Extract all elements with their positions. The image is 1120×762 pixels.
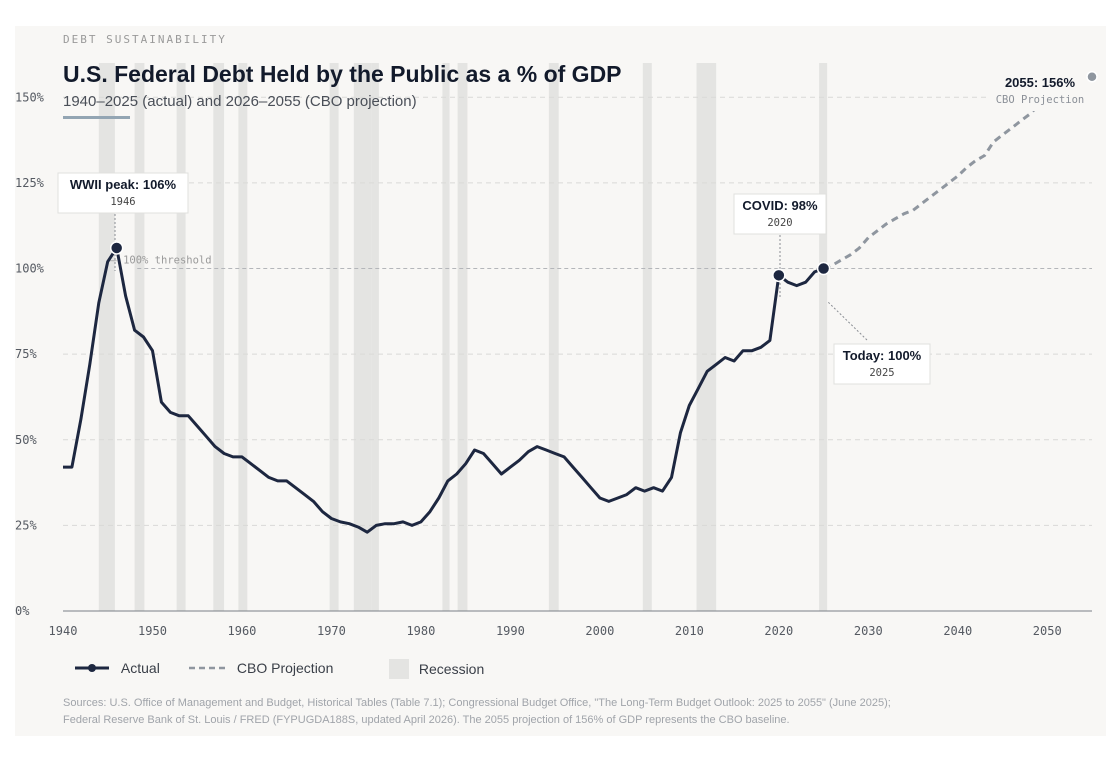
x-tick-label: 2030 <box>854 624 883 638</box>
x-tick-label: 2020 <box>764 624 793 638</box>
y-tick-label: 150% <box>15 90 45 104</box>
threshold-label: — 100% threshold <box>110 255 211 267</box>
recession-band <box>98 63 115 611</box>
recession-band <box>329 63 339 611</box>
recession-band <box>134 63 145 611</box>
series-line-actual <box>63 246 825 534</box>
y-tick-label: 125% <box>15 176 45 190</box>
kicker-label: DEBT SUSTAINABILITY <box>63 33 227 46</box>
annotation-point <box>816 261 831 276</box>
annotation-label: Today: 100% <box>843 348 922 363</box>
annotation-label: 2055: 156% <box>1005 75 1076 90</box>
chart-title: U.S. Federal Debt Held by the Public as … <box>63 61 622 87</box>
annotation-sublabel: 2025 <box>869 367 894 379</box>
debt-chart: 0% 25% 50% 75% 100% 125% 150% — 100% threshold 1… <box>15 63 1098 638</box>
legend-projection-swatch <box>189 667 227 670</box>
chart-subtitle: 1940–2025 (actual) and 2026–2055 (CBO pr… <box>63 93 417 110</box>
y-tick-label: 50% <box>15 433 37 447</box>
annotation-callout: WWII peak: 106% 1946 <box>57 172 189 271</box>
x-tick-label: 2010 <box>675 624 704 638</box>
x-tick-label: 2000 <box>585 624 614 638</box>
recession-band <box>442 63 450 611</box>
recession-band <box>819 63 828 611</box>
x-tick-label: 1940 <box>49 624 78 638</box>
y-tick-label: 75% <box>15 347 37 361</box>
legend-item-actual: Actual <box>73 659 160 676</box>
legend-item-recession: Recession <box>389 659 484 679</box>
recession-band <box>238 63 248 611</box>
annotation-label: COVID: 98% <box>742 198 818 213</box>
recession-band <box>457 63 468 611</box>
annotation-callout: Today: 100% 2025 <box>816 261 931 385</box>
legend-label-projection: CBO Projection <box>236 660 334 677</box>
annotation-point <box>772 268 786 283</box>
chart-card: 0% 25% 50% 75% 100% 125% 150% — 100% threshold 1… <box>15 26 1106 736</box>
x-tick-label: 1980 <box>406 624 435 638</box>
recession-band <box>696 63 717 611</box>
sources-line-1: Sources: U.S. Office of Management and B… <box>63 697 891 709</box>
annotation-sublabel: CBO Projection <box>996 94 1085 106</box>
legend-recession-swatch <box>389 659 409 679</box>
annotation-leader <box>826 300 868 341</box>
x-tick-label: 1950 <box>138 624 167 638</box>
recession-band <box>548 63 559 611</box>
x-tick-label: 1960 <box>228 624 257 638</box>
annotation-label: WWII peak: 106% <box>70 177 177 192</box>
x-tick-label: 2040 <box>943 624 972 638</box>
annotation-callout: COVID: 98% 2020 <box>733 193 827 298</box>
x-tick-label: 2050 <box>1033 624 1062 638</box>
y-tick-label: 100% <box>15 262 45 276</box>
legend-item-projection: CBO Projection <box>187 659 333 676</box>
legend-actual-swatch <box>75 664 109 673</box>
x-tick-label: 1990 <box>496 624 525 638</box>
recession-band <box>353 63 372 611</box>
recession-band <box>371 63 379 611</box>
annotation-sublabel: 2020 <box>767 217 792 229</box>
sources-line-2: Federal Reserve Bank of St. Louis / FRED… <box>63 714 790 726</box>
annotation-box <box>833 343 931 385</box>
recession-band <box>176 63 186 611</box>
y-tick-label: 0% <box>15 604 30 618</box>
title-accent-bar <box>63 116 130 119</box>
y-tick-label: 25% <box>15 518 37 532</box>
recession-band <box>642 63 652 611</box>
annotation-point <box>1086 70 1098 83</box>
annotation-box <box>57 172 189 214</box>
annotation-box <box>988 71 1092 111</box>
sources-note: Sources: U.S. Office of Management and B… <box>63 695 1063 729</box>
x-tick-label: 1970 <box>317 624 346 638</box>
annotation-sublabel: 1946 <box>110 196 135 208</box>
legend-label-recession: Recession <box>418 661 485 677</box>
annotation-point <box>109 241 124 255</box>
annotation-callout: 2055: 156% CBO Projection <box>988 70 1098 111</box>
annotation-box <box>733 193 827 235</box>
legend-label-actual: Actual <box>120 660 160 677</box>
recession-band <box>213 63 225 611</box>
